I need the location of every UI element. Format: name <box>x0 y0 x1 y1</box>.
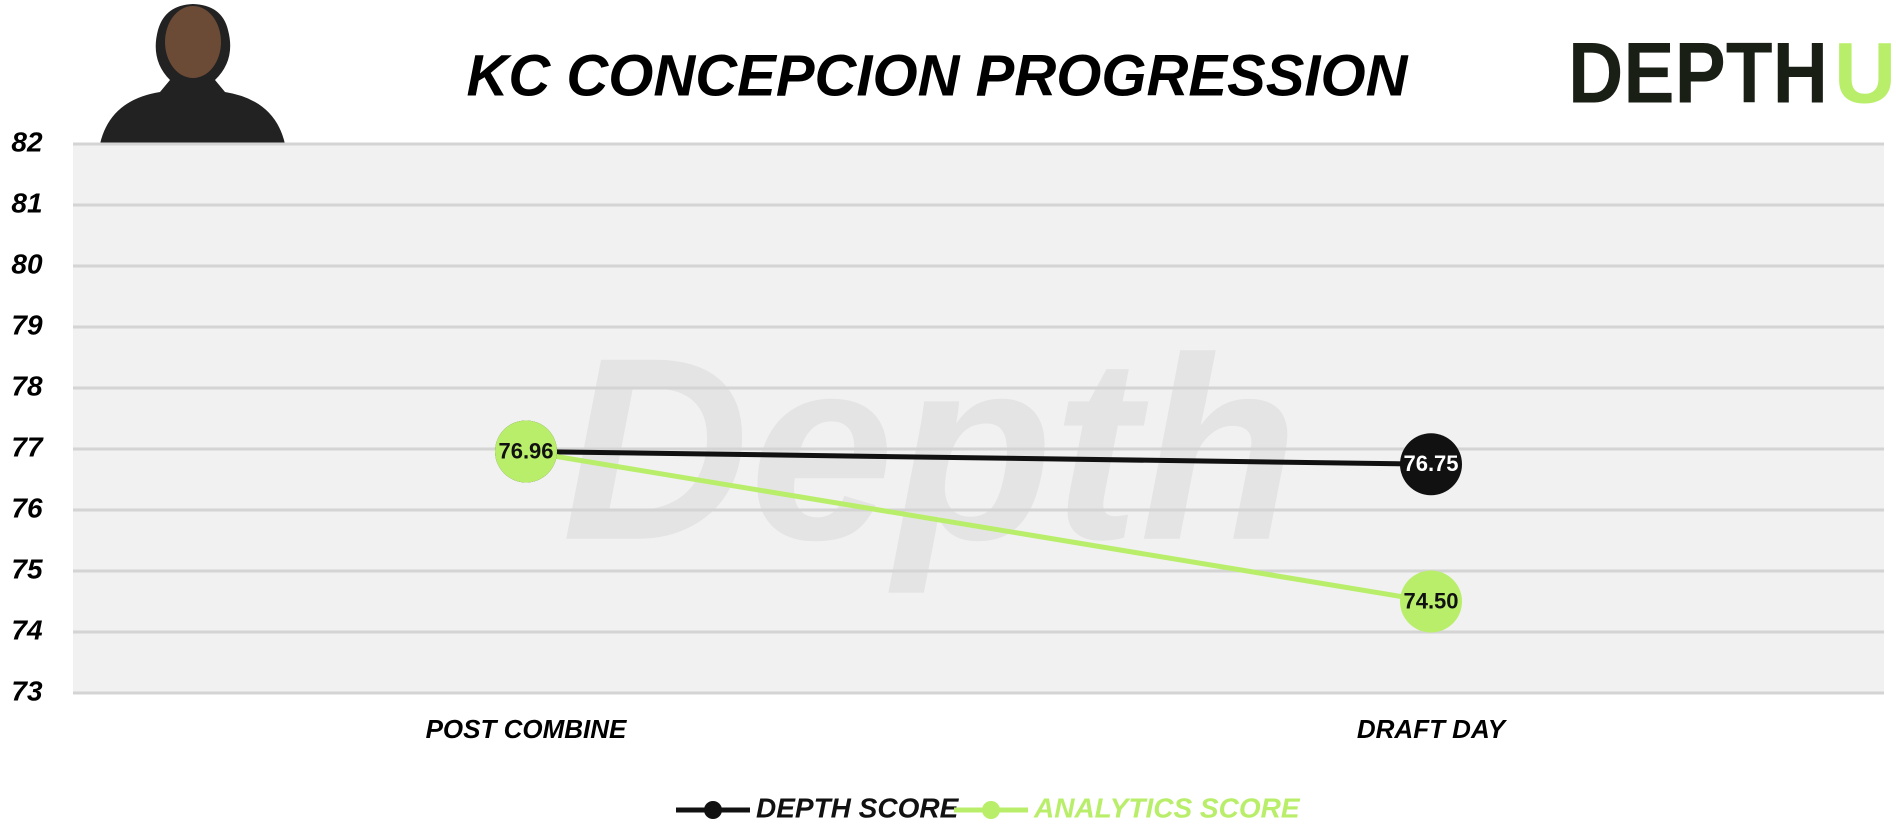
legend-label: DEPTH SCORE <box>756 792 960 823</box>
chart-title: KC CONCEPCION PROGRESSION <box>467 43 1409 108</box>
value-label: 76.75 <box>1403 451 1458 476</box>
value-label: 74.50 <box>1403 588 1458 613</box>
legend-label: ANALYTICS SCORE <box>1033 792 1301 823</box>
series-line <box>525 448 1432 604</box>
y-tick-label: 76 <box>11 492 43 523</box>
x-tick-label: DRAFT DAY <box>1357 714 1508 744</box>
y-tick-label: 75 <box>11 553 43 584</box>
player-photo <box>100 4 285 144</box>
logo-accent: U <box>1834 26 1896 122</box>
point <box>1400 570 1462 633</box>
y-tick-label: 74 <box>11 614 43 645</box>
y-tick-label: 78 <box>11 370 43 401</box>
point <box>495 420 557 483</box>
y-tick-label: 77 <box>11 431 44 462</box>
y-tick-label: 81 <box>11 187 42 218</box>
logo: DEPTH <box>1568 26 1828 122</box>
x-tick-label: POST COMBINE <box>426 714 627 744</box>
value-label: 76.96 <box>498 438 553 463</box>
y-tick-label: 82 <box>11 126 43 157</box>
y-tick-label: 79 <box>11 309 43 340</box>
point <box>1400 433 1462 496</box>
plot-area <box>73 144 1884 693</box>
legend-marker <box>704 801 722 819</box>
legend-marker <box>982 801 1000 819</box>
series-line <box>525 448 1432 467</box>
y-tick-label: 80 <box>11 248 43 279</box>
y-tick-label: 73 <box>11 675 43 706</box>
